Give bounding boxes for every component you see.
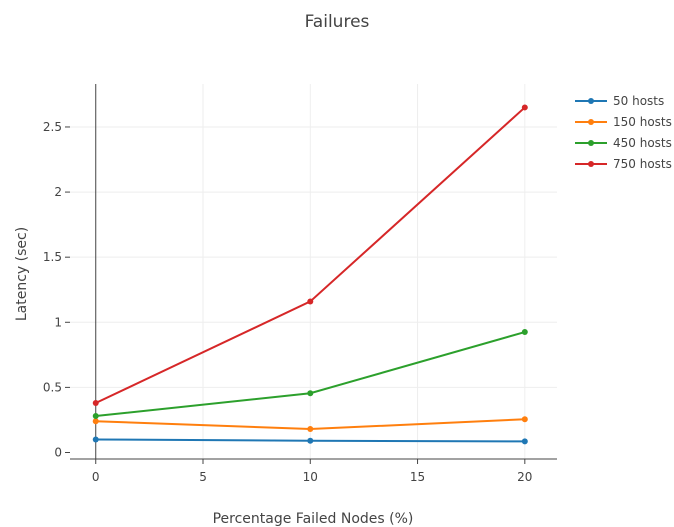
data-point[interactable] bbox=[92, 400, 99, 407]
x-tick-label: 20 bbox=[517, 470, 532, 484]
y-tick-label: 2 bbox=[54, 185, 62, 199]
data-point[interactable] bbox=[521, 438, 528, 445]
data-point[interactable] bbox=[307, 390, 314, 397]
legend-swatch-marker bbox=[588, 98, 594, 104]
legend-label: 50 hosts bbox=[613, 94, 664, 108]
data-point[interactable] bbox=[307, 426, 314, 433]
y-tick-label: 0.5 bbox=[43, 380, 62, 394]
y-axis-label: Latency (sec) bbox=[14, 227, 30, 321]
x-tick-label: 0 bbox=[92, 470, 100, 484]
legend-swatch-marker bbox=[588, 119, 594, 125]
legend-item[interactable]: 150 hosts bbox=[575, 115, 672, 129]
legend-label: 150 hosts bbox=[613, 115, 672, 129]
series-150-hosts bbox=[92, 416, 528, 433]
x-tick-label: 15 bbox=[410, 470, 425, 484]
legend-label: 450 hosts bbox=[613, 136, 672, 150]
data-point[interactable] bbox=[92, 418, 99, 425]
grid bbox=[70, 84, 557, 459]
data-point[interactable] bbox=[521, 416, 528, 423]
data-point[interactable] bbox=[92, 436, 99, 443]
y-tick-label: 1 bbox=[54, 315, 62, 329]
data-point[interactable] bbox=[92, 413, 99, 420]
series-group bbox=[92, 104, 528, 445]
legend-swatch-marker bbox=[588, 140, 594, 146]
y-tick-label: 1.5 bbox=[43, 250, 62, 264]
x-tick-label: 10 bbox=[303, 470, 318, 484]
series-450-hosts bbox=[92, 329, 528, 420]
x-axis-label: Percentage Failed Nodes (%) bbox=[213, 511, 414, 527]
data-point[interactable] bbox=[521, 104, 528, 111]
chart-title: Failures bbox=[305, 12, 370, 32]
series-50-hosts bbox=[92, 436, 528, 445]
legend-item[interactable]: 50 hosts bbox=[575, 94, 664, 108]
data-point[interactable] bbox=[307, 437, 314, 444]
legend-swatch-marker bbox=[588, 161, 594, 167]
legend-item[interactable]: 450 hosts bbox=[575, 136, 672, 150]
axes: 0 5 10 15 20 0 0.5 1 1.5 2 2.5 bbox=[43, 84, 557, 484]
data-point[interactable] bbox=[307, 298, 314, 305]
legend-label: 750 hosts bbox=[613, 157, 672, 171]
legend[interactable]: 50 hosts 150 hosts 450 hosts 750 hosts bbox=[575, 94, 672, 171]
legend-item[interactable]: 750 hosts bbox=[575, 157, 672, 171]
y-tick-label: 0 bbox=[54, 445, 62, 459]
y-tick-label: 2.5 bbox=[43, 120, 62, 134]
series-750-hosts bbox=[92, 104, 528, 407]
x-tick-label: 5 bbox=[199, 470, 207, 484]
data-point[interactable] bbox=[521, 329, 528, 336]
